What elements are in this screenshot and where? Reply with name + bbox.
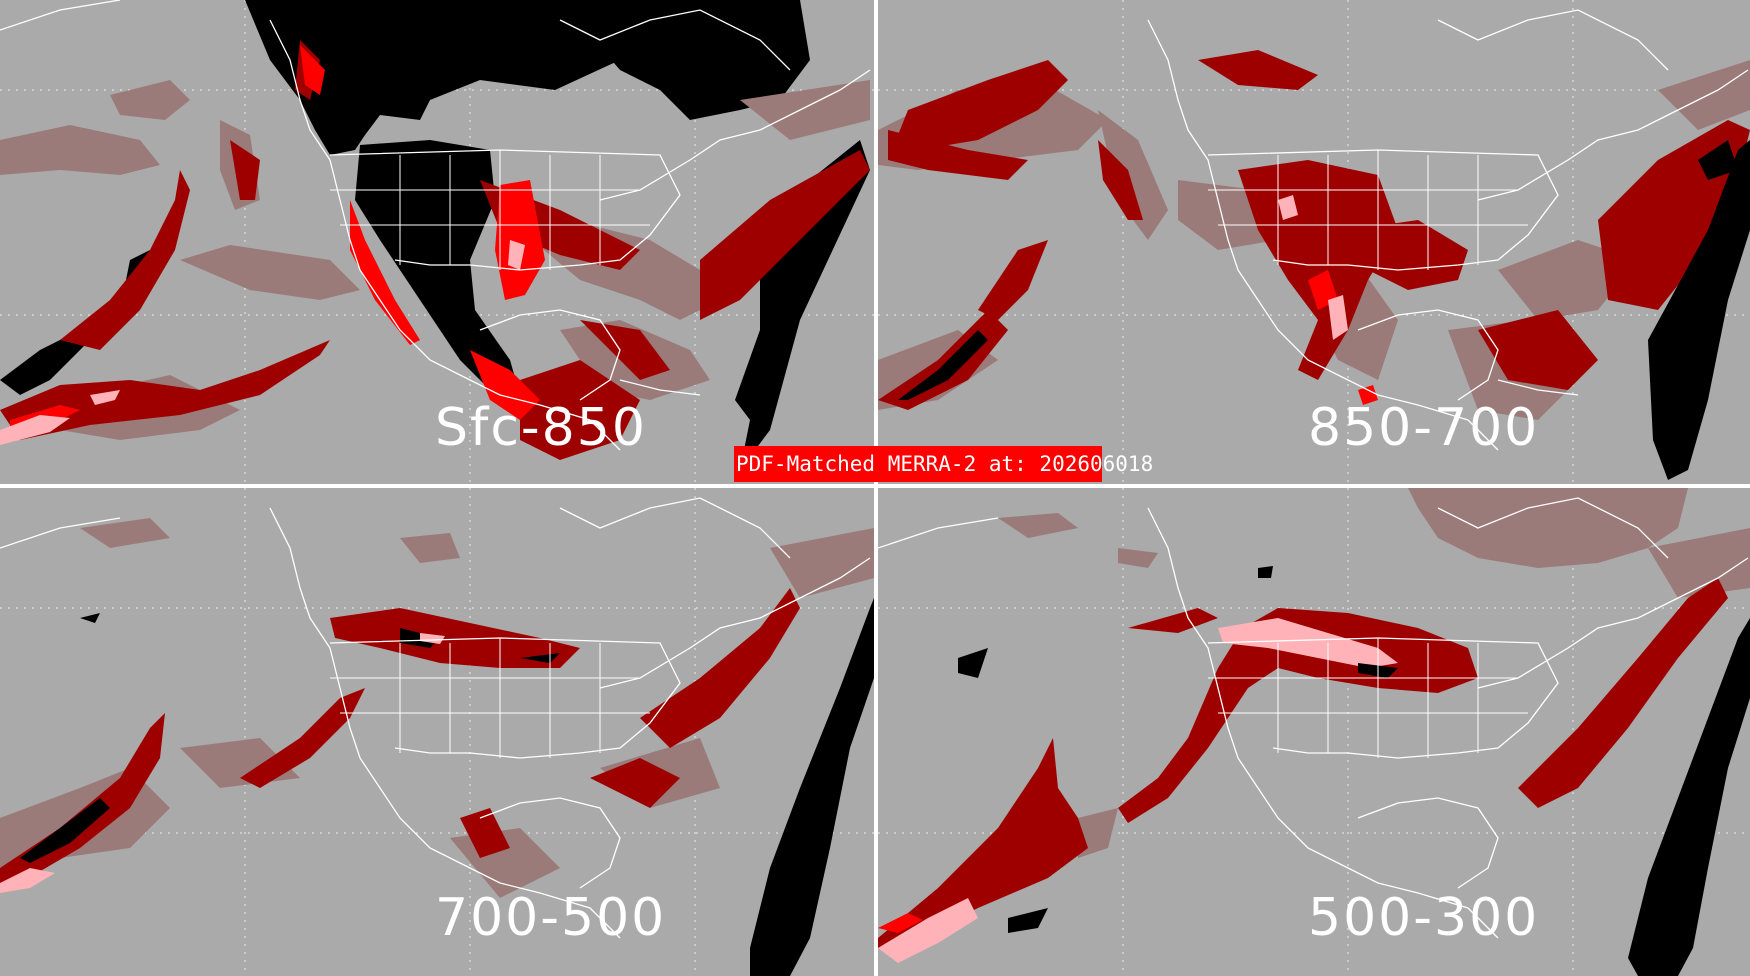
pink-fields xyxy=(0,633,445,893)
panel-700-500: 700-500 xyxy=(0,488,874,976)
coastlines xyxy=(0,497,871,939)
mauve-fields xyxy=(998,488,1750,858)
panel-850-700: 850-700 xyxy=(878,0,1750,484)
dark-red-fields xyxy=(878,50,1750,410)
panel-500-300: 500-300 xyxy=(878,488,1750,976)
pink-fields xyxy=(0,240,525,445)
title-banner xyxy=(734,446,1102,482)
coastlines xyxy=(878,497,1749,939)
state-borders xyxy=(330,150,650,270)
layer-label-700-500: 700-500 xyxy=(435,888,667,948)
black-fields xyxy=(898,140,1750,480)
coastlines xyxy=(1147,9,1749,451)
lat-lon-grid xyxy=(0,488,874,976)
coastlines xyxy=(0,0,871,451)
layer-label-500-300: 500-300 xyxy=(1308,888,1540,948)
layer-label-sfc-850: Sfc-850 xyxy=(435,398,647,458)
state-borders xyxy=(1208,638,1528,758)
map-700-500 xyxy=(0,488,874,976)
title-banner-text: PDF-Matched MERRA-2 at: 202606018 xyxy=(736,452,1154,476)
panel-sfc-850: Sfc-850 xyxy=(0,0,874,484)
map-500-300 xyxy=(878,488,1750,976)
state-borders xyxy=(330,638,650,758)
state-borders xyxy=(1208,150,1528,270)
pink-fields xyxy=(1278,195,1348,340)
mauve-fields xyxy=(0,518,874,898)
pink-fields xyxy=(878,618,1398,963)
map-sfc-850 xyxy=(0,0,874,484)
black-fields xyxy=(0,0,870,470)
red-fields xyxy=(878,913,923,933)
map-850-700 xyxy=(878,0,1750,484)
layer-label-850-700: 850-700 xyxy=(1308,398,1540,458)
